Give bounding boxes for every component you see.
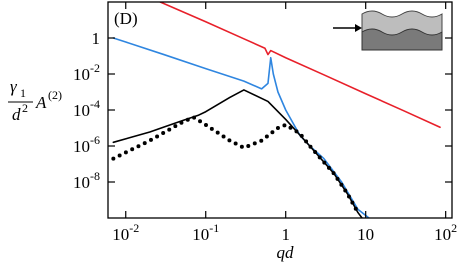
y-label-d: d	[12, 105, 21, 124]
tick-label-base: 10	[192, 225, 209, 244]
y-label-a: A	[35, 93, 47, 112]
tick-label: 10-4	[73, 97, 100, 120]
y-axis-label: γ 1 d 2 A (2)	[8, 77, 62, 124]
y-label-gamma: γ	[10, 77, 18, 96]
tick-label-exponent: 2	[451, 221, 457, 235]
y-label-d-sup: 2	[22, 101, 28, 115]
y-label-a-sup: (2)	[48, 88, 62, 102]
tick-label: 10-1	[192, 221, 219, 244]
panel-label: (D)	[114, 9, 138, 28]
x-axis-label: qd	[277, 243, 295, 262]
tick-label: 1	[92, 29, 101, 48]
tick-label-exponent: -4	[90, 97, 100, 111]
tick-label-exponent: -8	[90, 169, 100, 183]
tick-label-base: 10	[73, 101, 90, 120]
tick-label: 10-2	[112, 221, 139, 244]
tick-label-base: 10	[112, 225, 129, 244]
line	[159, 2, 441, 129]
tick-label: 10-2	[73, 61, 100, 84]
tick-label: 102	[434, 221, 457, 244]
tick-label-base: 10	[73, 173, 90, 192]
tick-label-base: 10	[73, 65, 90, 84]
line	[112, 89, 363, 218]
inset-icon	[333, 10, 443, 51]
tick-label: 10-8	[73, 169, 100, 192]
tick-label: 10-6	[73, 133, 100, 156]
tick-label-exponent: -2	[129, 221, 139, 235]
y-label-gamma-sub: 1	[20, 86, 26, 100]
tick-label-base: 10	[73, 137, 90, 156]
tick-label: 10	[357, 225, 374, 244]
tick-label-exponent: -1	[209, 221, 219, 235]
dotted-line	[111, 115, 360, 215]
tick-label-base: 10	[434, 225, 451, 244]
line	[112, 37, 370, 218]
plot-lines	[111, 2, 441, 218]
tick-label-exponent: -6	[90, 133, 100, 147]
tick-label: 1	[281, 225, 290, 244]
tick-label-exponent: -2	[90, 61, 100, 75]
